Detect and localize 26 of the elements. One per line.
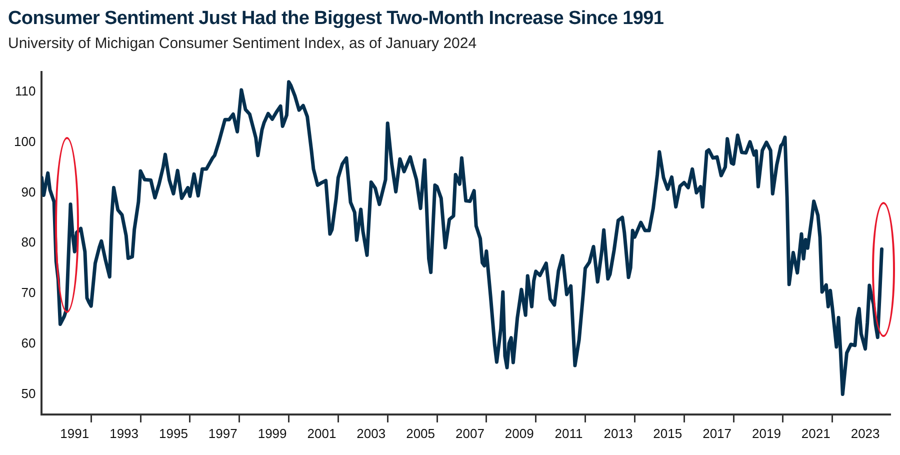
y-tick-label: 110 bbox=[14, 84, 36, 99]
x-tick-label: 2009 bbox=[504, 426, 534, 441]
x-tick-label: 1999 bbox=[258, 426, 287, 441]
x-tick-label: 2019 bbox=[752, 426, 781, 441]
x-tick-label: 2005 bbox=[406, 426, 436, 441]
y-tick-label: 80 bbox=[21, 234, 36, 250]
chart-title: Consumer Sentiment Just Had the Biggest Two-Month Increase Since 1991 bbox=[8, 8, 664, 30]
x-tick-label: 1991 bbox=[60, 426, 90, 441]
y-tick-label: 90 bbox=[21, 184, 36, 200]
x-tick-label: 2017 bbox=[702, 426, 732, 441]
x-tick-label: 2011 bbox=[554, 426, 583, 441]
x-tick-label: 2021 bbox=[801, 426, 830, 441]
x-tick-label: 2023 bbox=[850, 426, 880, 441]
y-tick-label: 100 bbox=[14, 134, 36, 149]
x-tick-label: 2003 bbox=[356, 426, 386, 441]
x-tick-label: 2013 bbox=[604, 426, 633, 441]
chart-subtitle: University of Michigan Consumer Sentiment Index, as of January 2024 bbox=[8, 35, 477, 52]
x-tick-label: 1993 bbox=[110, 426, 139, 441]
x-tick-label: 2015 bbox=[653, 426, 682, 441]
x-tick-label: 2001 bbox=[307, 426, 336, 441]
y-tick-label: 70 bbox=[21, 285, 36, 300]
y-tick-label: 50 bbox=[21, 386, 36, 401]
y-tick-label: 60 bbox=[21, 335, 36, 350]
x-tick-label: 2007 bbox=[456, 426, 484, 441]
x-tick-label: 1997 bbox=[208, 426, 238, 441]
x-tick-label: 1995 bbox=[159, 426, 188, 441]
